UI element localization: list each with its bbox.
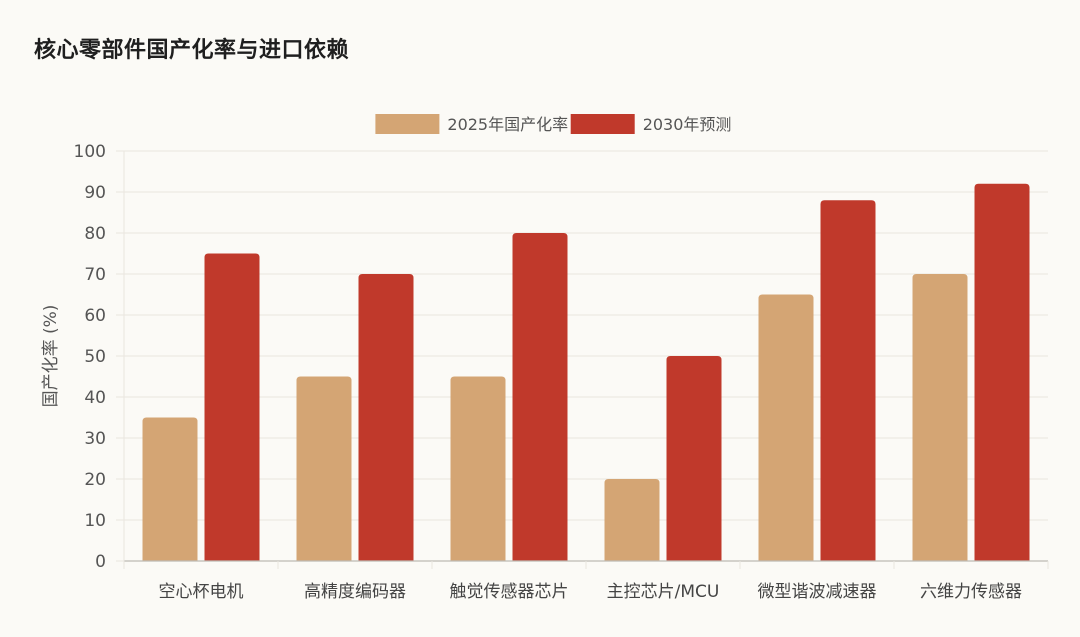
bar-2025-4 — [758, 294, 814, 561]
y-axis-title: 国产化率 (%) — [41, 305, 61, 408]
x-category-label: 空心杯电机 — [159, 582, 244, 602]
legend-label: 2025年国产化率 — [447, 115, 568, 134]
y-tick-label: 10 — [84, 511, 106, 531]
y-tick-label: 60 — [84, 306, 106, 326]
x-category-label: 六维力传感器 — [920, 582, 1022, 602]
bar-2025-5 — [912, 274, 968, 561]
y-tick-label: 40 — [84, 388, 106, 408]
legend-label: 2030年预测 — [643, 115, 732, 134]
y-tick-label: 100 — [74, 142, 106, 162]
y-tick-label: 0 — [95, 552, 106, 572]
y-tick-label: 80 — [84, 224, 106, 244]
y-tick-label: 70 — [84, 265, 106, 285]
bar-2030-3 — [666, 356, 722, 561]
grid-lines — [124, 150, 1048, 521]
y-tick-label: 90 — [84, 183, 106, 203]
bar-2025-0 — [142, 417, 198, 561]
bar-2025-2 — [450, 376, 506, 561]
x-category-label: 微型谐波减速器 — [758, 582, 877, 602]
chart-title: 核心零部件国产化率与进口依赖 — [34, 38, 350, 63]
legend-swatch-2030 — [570, 114, 635, 134]
y-tick-label: 30 — [84, 429, 106, 449]
bar-2030-4 — [820, 200, 876, 561]
bars — [142, 183, 1030, 562]
bar-2030-5 — [974, 183, 1030, 562]
y-tick-label: 20 — [84, 470, 106, 490]
bar-2030-1 — [358, 274, 414, 561]
x-category-label: 触觉传感器芯片 — [450, 582, 569, 602]
y-tick-label: 50 — [84, 347, 106, 367]
bar-2025-1 — [296, 376, 352, 561]
bar-2025-3 — [604, 479, 660, 561]
x-category-label: 主控芯片/MCU — [607, 582, 720, 602]
x-category-label: 高精度编码器 — [304, 582, 406, 602]
bar-2030-0 — [204, 253, 260, 561]
legend-swatch-2025 — [375, 114, 440, 134]
legend: 2025年国产化率 2030年预测 — [375, 114, 731, 134]
bar-2030-2 — [512, 233, 568, 561]
axes: 0 10 20 30 40 50 60 70 80 90 100 空心杯电机 高精度编码器 触觉传感器芯片… — [41, 142, 1049, 602]
